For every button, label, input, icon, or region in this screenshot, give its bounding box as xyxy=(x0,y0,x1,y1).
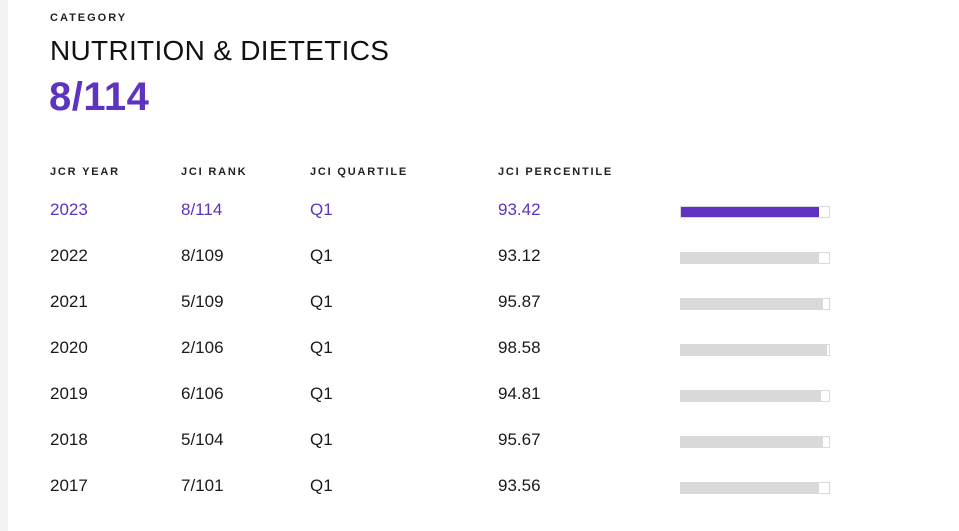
table-row: 2021 5/109 Q1 95.87 xyxy=(50,292,930,338)
table-row: 2019 6/106 Q1 94.81 xyxy=(50,384,930,430)
cell-jci-percentile: 93.56 xyxy=(498,476,541,495)
header-jci-rank: JCI RANK xyxy=(181,166,248,178)
cell-jcr-year: 2019 xyxy=(50,384,88,403)
cell-jci-rank: 8/114 xyxy=(181,200,223,219)
cell-jci-percentile: 93.42 xyxy=(498,200,541,219)
left-edge-strip xyxy=(0,0,8,531)
percentile-bar xyxy=(680,206,830,218)
cell-jcr-year: 2022 xyxy=(50,246,88,265)
cell-jci-rank: 6/106 xyxy=(181,384,224,403)
cell-jci-rank: 5/109 xyxy=(181,292,224,311)
cell-jci-quartile: Q1 xyxy=(310,384,333,403)
cell-jci-quartile: Q1 xyxy=(310,476,333,495)
table-header: JCR YEAR JCI RANK JCI QUARTILE JCI PERCE… xyxy=(50,162,930,186)
cell-jcr-year: 2017 xyxy=(50,476,88,495)
cell-jci-percentile: 95.67 xyxy=(498,430,541,449)
cell-jci-percentile: 94.81 xyxy=(498,384,541,403)
percentile-bar xyxy=(680,252,830,264)
cell-jci-quartile: Q1 xyxy=(310,430,333,449)
table-row: 2020 2/106 Q1 98.58 xyxy=(50,338,930,384)
cell-jci-rank: 5/104 xyxy=(181,430,224,449)
percentile-bar-fill xyxy=(681,483,820,493)
table-row: 2018 5/104 Q1 95.67 xyxy=(50,430,930,476)
cell-jci-quartile: Q1 xyxy=(310,338,333,357)
header-jci-quartile: JCI QUARTILE xyxy=(310,166,408,178)
cell-jci-percentile: 98.58 xyxy=(498,338,541,357)
category-rank: 8/114 xyxy=(49,75,150,119)
percentile-bar xyxy=(680,298,830,310)
cell-jci-quartile: Q1 xyxy=(310,200,333,219)
cell-jci-quartile: Q1 xyxy=(310,292,333,311)
cell-jcr-year: 2021 xyxy=(50,292,88,311)
table-row: 2023 8/114 Q1 93.42 xyxy=(50,200,930,246)
header-jci-percentile: JCI PERCENTILE xyxy=(498,166,614,178)
percentile-bar-fill xyxy=(681,345,827,355)
table-row: 2022 8/109 Q1 93.12 xyxy=(50,246,930,292)
percentile-bar-fill xyxy=(681,437,823,447)
header-jcr-year: JCR YEAR xyxy=(50,166,120,178)
percentile-bar-fill xyxy=(681,253,819,263)
category-name: NUTRITION & DIETETICS xyxy=(50,35,390,66)
cell-jci-rank: 8/109 xyxy=(181,246,224,265)
cell-jci-quartile: Q1 xyxy=(310,246,333,265)
cell-jcr-year: 2020 xyxy=(50,338,88,357)
cell-jci-percentile: 93.12 xyxy=(498,246,541,265)
percentile-bar-fill xyxy=(681,299,823,309)
percentile-bar xyxy=(680,436,830,448)
cell-jcr-year: 2018 xyxy=(50,430,88,449)
percentile-bar-fill xyxy=(681,207,820,217)
cell-jci-rank: 7/101 xyxy=(181,476,224,495)
cell-jci-percentile: 95.87 xyxy=(498,292,541,311)
percentile-bar-fill xyxy=(681,391,822,401)
percentile-bar xyxy=(680,344,830,356)
jci-rank-table: JCR YEAR JCI RANK JCI QUARTILE JCI PERCE… xyxy=(50,162,930,495)
percentile-bar xyxy=(680,482,830,494)
table-row: 2017 7/101 Q1 93.56 xyxy=(50,476,930,522)
category-label: CATEGORY xyxy=(50,12,128,24)
percentile-bar xyxy=(680,390,830,402)
cell-jci-rank: 2/106 xyxy=(181,338,224,357)
cell-jcr-year: 2023 xyxy=(50,200,88,219)
